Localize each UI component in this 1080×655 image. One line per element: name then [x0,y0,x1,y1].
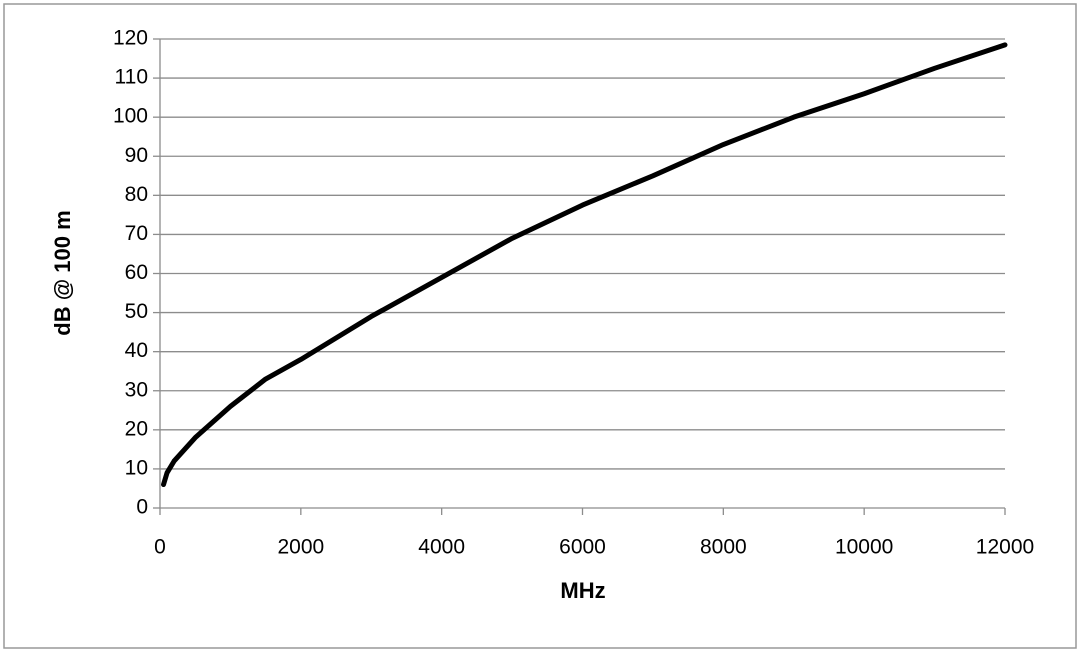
x-tick-label: 4000 [418,536,465,559]
chart-frame [3,3,1077,649]
x-tick-label: 10000 [835,536,893,559]
y-tick-label: 100 [113,105,148,128]
y-tick-label: 10 [125,456,148,479]
data-line [161,42,1008,488]
y-tick-label: 120 [113,27,148,50]
x-tick-label: 0 [154,536,166,559]
y-tick-label: 60 [125,261,148,284]
x-tick-label: 2000 [277,536,324,559]
y-tick-label: 50 [125,300,148,323]
y-tick-label: 110 [115,66,148,89]
y-tick-label: 30 [125,378,148,401]
y-tick-label: 40 [125,339,148,362]
y-tick-label: 70 [125,222,148,245]
x-tick-label: 12000 [976,536,1034,559]
x-tick-label: 6000 [559,536,606,559]
y-axis-label: dB @ 100 m [50,210,75,335]
y-tick-label: 80 [125,183,148,206]
y-tick-label: 0 [136,496,148,519]
x-tick-label: 8000 [700,536,747,559]
x-axis-label: MHz [560,578,605,603]
y-tick-label: 20 [125,417,148,440]
y-tick-label: 90 [125,144,148,167]
